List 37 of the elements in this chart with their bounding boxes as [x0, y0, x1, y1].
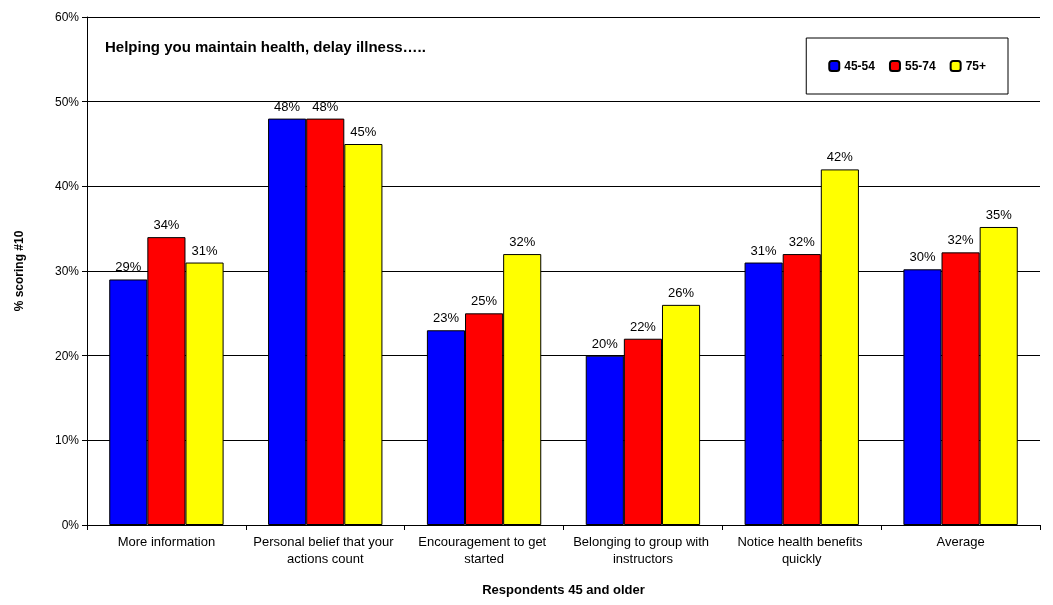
y-tick-label: 40% — [54, 179, 80, 194]
data-label: 26% — [668, 284, 695, 300]
data-label: 29% — [115, 259, 142, 275]
data-label: 31% — [750, 242, 778, 258]
data-label: 35% — [985, 206, 1013, 222]
y-axis-title: % scoring #10 — [12, 230, 26, 312]
data-label: 45% — [350, 124, 377, 139]
data-label: 48% — [312, 98, 339, 114]
data-label: 32% — [788, 234, 816, 250]
x-axis-title: Respondents 45 and older — [482, 582, 645, 597]
data-label: 32% — [947, 232, 975, 248]
data-label: 20% — [591, 335, 619, 351]
data-label: 22% — [629, 318, 657, 334]
y-tick-label: 50% — [54, 94, 80, 109]
x-tick-label: Average — [936, 534, 985, 549]
data-label: 31% — [191, 242, 218, 258]
y-tick-label: 0% — [61, 518, 80, 532]
y-tick-label: 10% — [54, 433, 80, 448]
legend-label: 45-54 — [844, 59, 876, 73]
x-tick-label: Notice health benefits quickly — [737, 534, 867, 566]
y-tick-label: 30% — [54, 264, 80, 278]
data-label: 34% — [153, 217, 180, 233]
x-tick-label: Personal belief that your actions count — [253, 534, 398, 566]
legend-label: 55-74 — [904, 59, 936, 73]
data-label: 25% — [471, 293, 498, 309]
text: Helping you maintain health, delay illness….. — [105, 38, 426, 55]
y-tick-label: 20% — [54, 348, 80, 363]
x-tick-label: More information — [117, 534, 216, 549]
x-tick-label: Belonging to group with instructors — [573, 534, 713, 566]
x-tick-label: Encouragement to get started — [418, 534, 550, 566]
data-label: 23% — [432, 310, 460, 326]
legend-label: 75+ — [965, 59, 986, 73]
data-label: 42% — [826, 149, 854, 165]
y-tick-label: 60% — [54, 10, 80, 24]
data-label: 32% — [509, 234, 536, 250]
data-label: 30% — [909, 249, 936, 265]
data-label: 48% — [274, 98, 301, 114]
